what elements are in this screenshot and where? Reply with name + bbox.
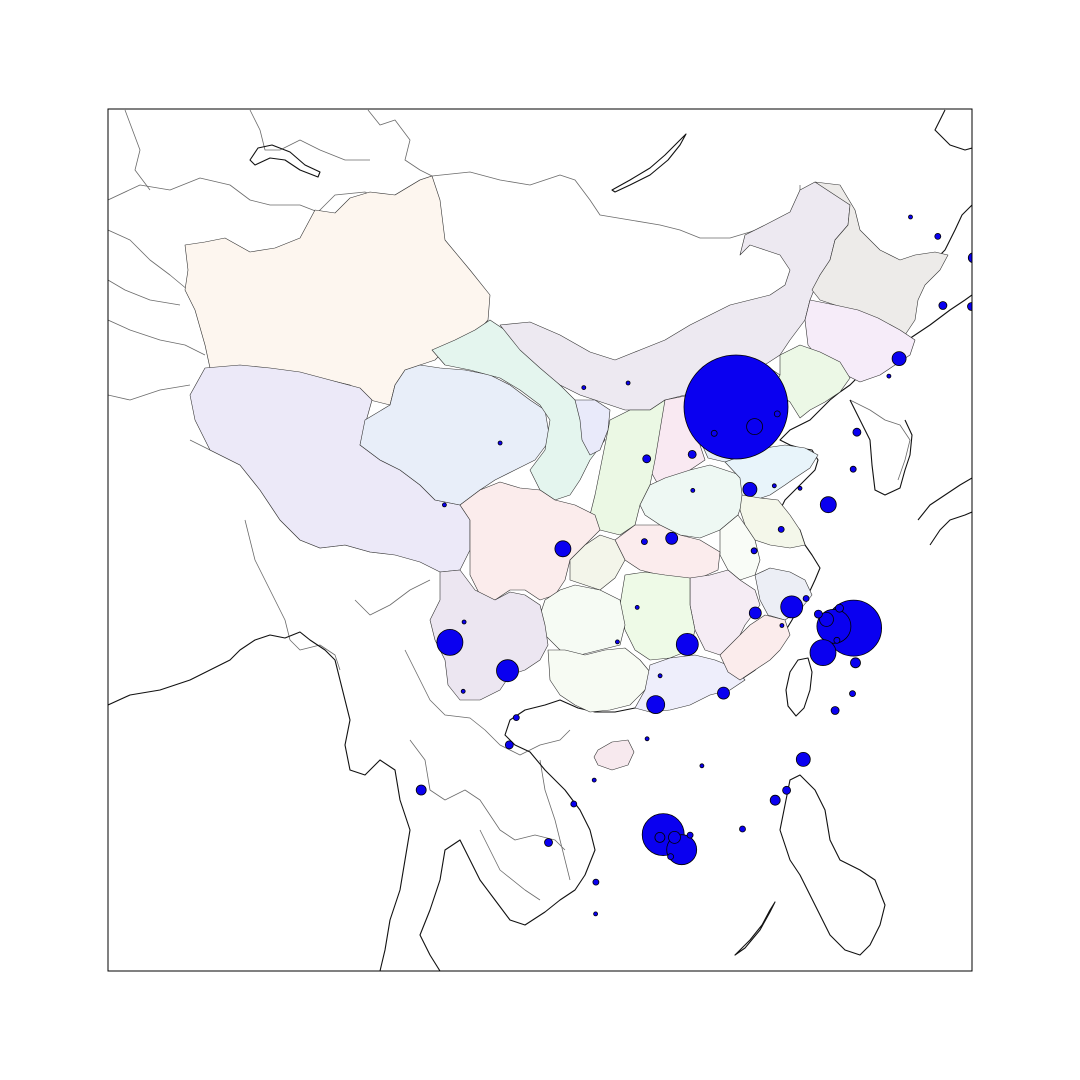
city-marker-haikou <box>593 911 598 917</box>
city-marker-lanzhou <box>441 502 447 508</box>
city-marker-taiyuan <box>642 454 652 464</box>
city-marker-liuzhou <box>570 800 578 808</box>
city-marker-foshan <box>654 832 666 843</box>
city-marker-quanzhou <box>782 785 791 795</box>
province-qinghai <box>359 364 551 506</box>
city-marker-zibo <box>771 483 777 489</box>
city-marker-yibin <box>460 688 466 694</box>
city-marker-shijiazhuang <box>687 449 697 459</box>
city-marker-hengyang <box>644 736 650 742</box>
coast-taiwan <box>785 657 813 717</box>
coast-korea <box>849 399 913 496</box>
city-marker-wuhan <box>675 633 699 656</box>
city-marker-dalian <box>852 427 862 437</box>
city-marker-wuhu <box>779 623 785 628</box>
city-marker-xiangyang <box>634 605 640 610</box>
city-marker-zhuhai <box>667 853 674 860</box>
city-marker-shenyang <box>891 351 907 367</box>
city-marker-tangshan <box>773 410 781 418</box>
city-marker-nanning <box>544 838 553 847</box>
city-marker-yinchuan <box>497 440 503 446</box>
city-marker-xiamen <box>769 794 781 806</box>
city-marker-kunming <box>415 784 427 796</box>
city-marker-jinan <box>742 481 758 497</box>
border-korea <box>849 399 911 481</box>
city-marker-guilin <box>591 777 597 783</box>
border-kazakh-north <box>124 109 433 191</box>
city-marker-handan <box>690 487 696 493</box>
city-marker-ganzhou <box>699 763 705 769</box>
coast-lake-baikal <box>611 133 687 193</box>
city-marker-nantong <box>835 603 844 613</box>
province-sichuan <box>459 481 601 601</box>
city-marker-ningbo <box>850 657 861 669</box>
city-marker-hangzhou <box>809 639 837 666</box>
city-marker-zunyi <box>512 714 520 721</box>
city-marker-zhanjiang <box>592 878 600 886</box>
city-marker-guiyang <box>504 740 514 750</box>
coastlines <box>108 109 972 971</box>
city-marker-nanjing <box>780 595 804 619</box>
city-marker-baoding <box>710 429 718 437</box>
border-central-asia-west <box>108 229 206 401</box>
city-marker-tianjin <box>746 418 763 436</box>
city-marker-dongguan <box>668 831 681 844</box>
map-layer <box>108 109 972 971</box>
coast-japan <box>917 109 972 546</box>
province-hainan <box>593 739 635 771</box>
city-marker-yueyang <box>657 673 663 679</box>
city-marker-shantou <box>739 825 746 833</box>
city-marker-xuzhou <box>750 547 758 555</box>
coast-south-asia <box>108 631 411 971</box>
city-marker-wenzhou <box>830 706 840 715</box>
city-marker-changzhou <box>814 609 823 619</box>
province-jiangsu <box>739 494 806 549</box>
province-chongqing <box>569 534 626 591</box>
province-hubei <box>614 524 721 581</box>
city-marker-hohhot <box>625 380 631 386</box>
province-fujian <box>719 614 791 681</box>
city-marker-nanchang <box>717 686 730 700</box>
city-marker-yichang <box>615 639 620 645</box>
city-marker-linyi <box>777 526 785 533</box>
city-marker-chongqing <box>496 659 519 683</box>
city-marker-taizhou-zj <box>849 690 856 697</box>
city-marker-yangzhou <box>802 595 810 602</box>
city-marker-changchun <box>938 301 948 310</box>
city-marker-zhengzhou <box>665 531 679 545</box>
city-marker-yantai <box>849 465 857 473</box>
province-heilongjiang <box>811 181 949 336</box>
city-marker-baotou <box>581 385 587 391</box>
border-myanmar-laos <box>404 649 571 901</box>
city-marker-weifang <box>797 485 803 491</box>
city-marker-qingdao <box>819 496 837 514</box>
province-shaanxi <box>589 399 666 536</box>
city-marker-daqing <box>934 232 942 240</box>
coast-vietnam-islands <box>734 901 776 956</box>
city-marker-chengdu <box>436 629 464 656</box>
city-marker-huizhou <box>686 831 694 839</box>
city-marker-qiqihar <box>908 214 913 220</box>
city-marker-xian <box>554 540 572 558</box>
city-marker-beijing <box>683 354 789 460</box>
city-markers <box>415 214 972 917</box>
city-marker-jiaxing <box>833 636 841 644</box>
province-ningxia <box>574 399 611 456</box>
city-marker-hefei <box>748 606 762 620</box>
city-marker-anshan <box>886 373 892 379</box>
coast-philippines <box>779 774 886 956</box>
city-marker-fuzhou <box>795 752 811 767</box>
coast-lake-balkhash <box>249 144 321 178</box>
map-frame <box>107 108 973 972</box>
city-marker-changsha <box>646 695 666 714</box>
city-marker-wuxi <box>819 612 834 627</box>
city-marker-harbin <box>967 252 972 264</box>
city-marker-luoyang <box>641 538 648 545</box>
provinces <box>184 175 949 771</box>
city-marker-mianyang <box>461 619 467 625</box>
province-anhui <box>719 514 761 581</box>
